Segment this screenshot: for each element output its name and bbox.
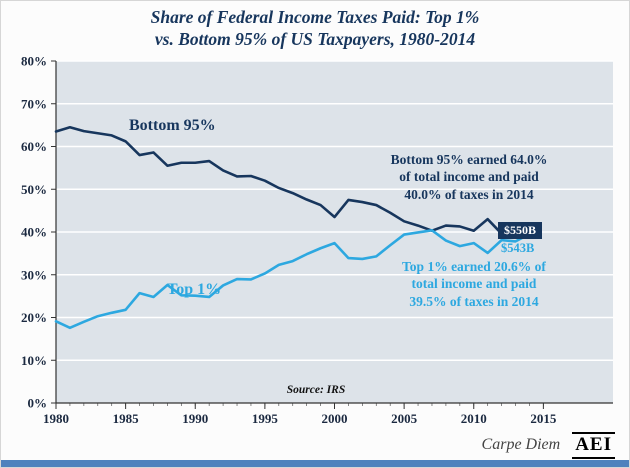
line-chart: 0% 10% 20% 30% 40% 50% 60% 70% 80% 1980 1985 1990 19… bbox=[21, 54, 613, 426]
annotation-top1: Top 1% earned 20.6% of total income and … bbox=[373, 258, 575, 310]
page-title: Share of Federal Income Taxes Paid: Top … bbox=[1, 1, 629, 51]
series-line-bottom95 bbox=[54, 125, 531, 236]
y-tick-label: 0% bbox=[28, 396, 48, 411]
x-tick-label: 2010 bbox=[461, 411, 487, 426]
y-tick-label: 50% bbox=[21, 182, 47, 197]
footer: Carpe Diem AEI bbox=[482, 432, 615, 459]
annotation-bottom95: Bottom 95% earned 64.0% of total income … bbox=[363, 151, 575, 203]
annotation-top1-line1: Top 1% earned 20.6% of bbox=[402, 259, 546, 274]
y-tick-label: 40% bbox=[21, 225, 47, 240]
title-line1: Share of Federal Income Taxes Paid: Top … bbox=[150, 7, 480, 27]
annotation-top1-line2: total income and paid bbox=[411, 276, 537, 292]
annotation-bottom95-line1: Bottom 95% earned 64.0% bbox=[390, 152, 548, 167]
carpe-diem-credit: Carpe Diem bbox=[481, 436, 561, 454]
x-tick-label: 2005 bbox=[391, 411, 418, 426]
y-tick-label: 80% bbox=[21, 54, 47, 69]
title-line2: vs. Bottom 95% of US Taxpayers, 1980-201… bbox=[154, 28, 476, 49]
annotation-bottom95-line2: of total income and paid bbox=[399, 169, 539, 185]
value-badge-550b: $550B bbox=[498, 222, 543, 239]
x-tick-label: 1985 bbox=[113, 411, 140, 426]
source-note: Source: IRS bbox=[286, 384, 346, 396]
x-tick-label: 1995 bbox=[252, 411, 279, 426]
x-tick-label: 1990 bbox=[182, 411, 208, 426]
y-tick-label: 70% bbox=[21, 96, 47, 111]
x-tick-label: 1980 bbox=[43, 411, 69, 426]
aei-logo: AEI bbox=[572, 432, 615, 459]
annotation-bottom95-line3: 40.0% of taxes in 2014 bbox=[404, 186, 534, 202]
y-tick-label: 60% bbox=[21, 139, 47, 154]
y-tick-label: 20% bbox=[21, 310, 47, 325]
value-badge-543b: $543B bbox=[501, 241, 535, 255]
annotation-top1-line3: 39.5% of taxes in 2014 bbox=[409, 293, 539, 309]
x-tick-label: 2000 bbox=[322, 411, 348, 426]
series-label-top1: Top 1% bbox=[167, 281, 222, 298]
x-tick-label: 2015 bbox=[530, 411, 557, 426]
chart-area: 0% 10% 20% 30% 40% 50% 60% 70% 80% 1980 1985 1990 19… bbox=[1, 51, 629, 427]
series-label-bottom95: Bottom 95% bbox=[129, 117, 216, 134]
y-tick-label: 10% bbox=[21, 353, 47, 368]
bottom-accent-bar bbox=[1, 460, 629, 467]
series-line-top1 bbox=[54, 228, 531, 330]
y-tick-label: 30% bbox=[21, 267, 47, 282]
